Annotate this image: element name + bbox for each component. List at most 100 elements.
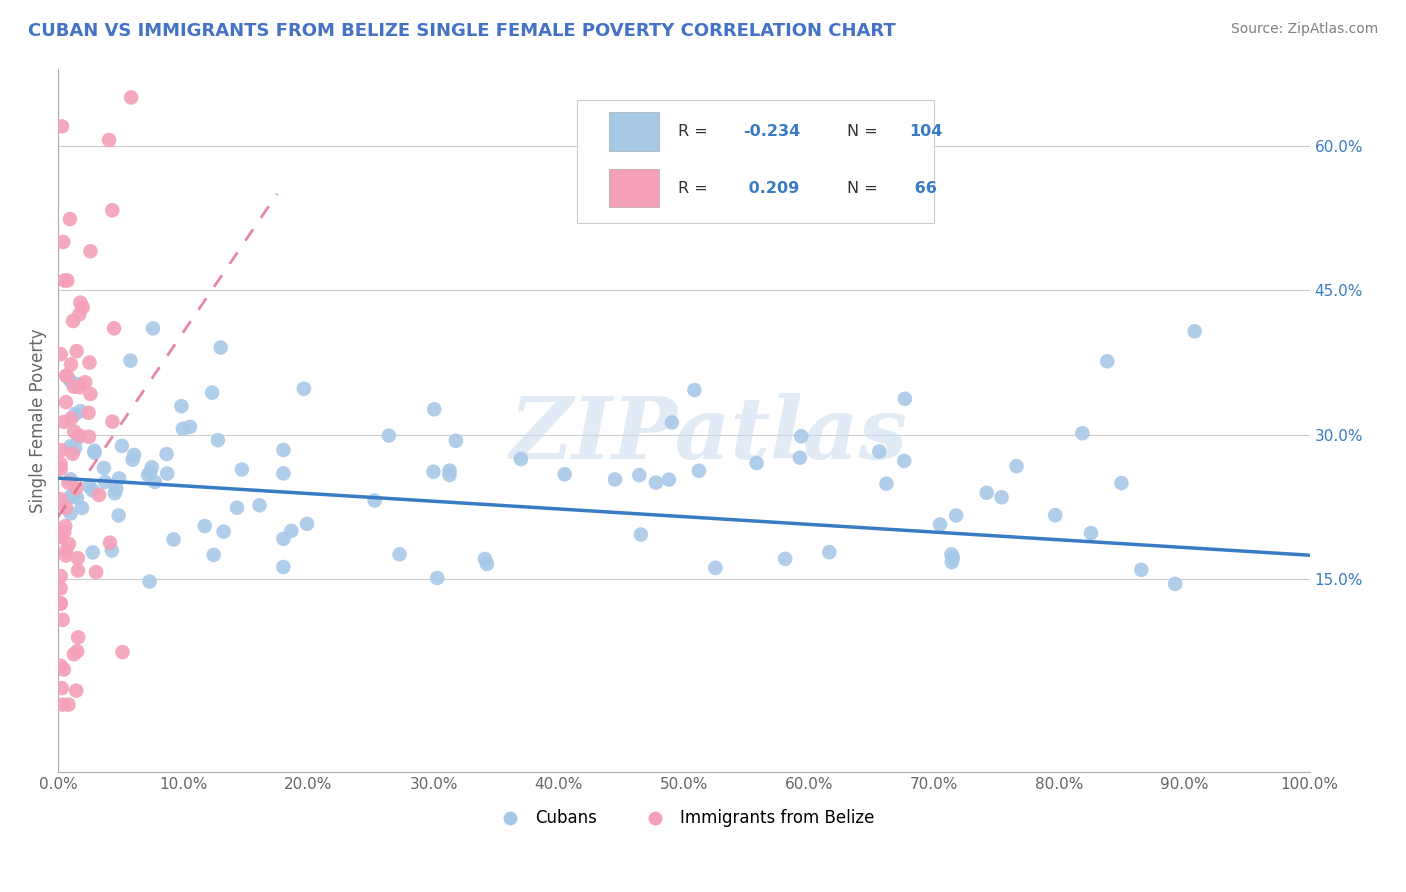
Point xyxy=(60,411,83,425)
Point xyxy=(510,452,533,467)
Point xyxy=(207,433,229,447)
Point xyxy=(104,486,127,500)
Point xyxy=(628,468,651,483)
Point xyxy=(704,561,727,575)
Point xyxy=(65,683,87,698)
Point xyxy=(1045,508,1067,523)
Point xyxy=(138,574,160,589)
Point xyxy=(83,446,105,460)
Point xyxy=(79,387,101,401)
Point xyxy=(53,274,76,288)
Text: N =: N = xyxy=(846,124,883,139)
Point xyxy=(65,481,87,495)
Point xyxy=(49,582,72,596)
Point xyxy=(1164,577,1187,591)
Point xyxy=(67,630,90,644)
Text: Source: ZipAtlas.com: Source: ZipAtlas.com xyxy=(1230,22,1378,37)
Point xyxy=(1184,324,1206,338)
Point xyxy=(388,547,411,561)
Point xyxy=(1071,426,1094,441)
Point xyxy=(894,392,917,406)
Point xyxy=(59,212,82,227)
Point xyxy=(77,430,100,444)
Point xyxy=(818,545,841,559)
Text: -0.234: -0.234 xyxy=(742,124,800,139)
Point xyxy=(69,428,91,442)
Point xyxy=(83,443,105,458)
Point xyxy=(212,524,235,539)
Point xyxy=(231,462,253,476)
Point xyxy=(82,545,104,559)
Point xyxy=(79,244,101,259)
Point xyxy=(63,425,86,439)
Point xyxy=(249,498,271,512)
Point xyxy=(1097,354,1119,368)
Point xyxy=(52,415,75,429)
Point xyxy=(142,321,165,335)
Point xyxy=(49,596,72,610)
Point xyxy=(58,475,80,490)
Point xyxy=(55,549,77,563)
Point xyxy=(98,133,121,147)
Point xyxy=(136,467,159,482)
Point xyxy=(201,385,224,400)
Point xyxy=(69,295,91,310)
Point xyxy=(292,382,315,396)
Point xyxy=(363,493,385,508)
Point xyxy=(773,551,796,566)
Point xyxy=(49,658,72,673)
Point xyxy=(273,532,295,546)
Point xyxy=(58,698,80,712)
Point xyxy=(120,353,142,368)
Point xyxy=(202,548,225,562)
Point xyxy=(745,456,768,470)
Point xyxy=(172,422,194,436)
Point xyxy=(423,402,446,417)
Point xyxy=(63,441,86,455)
Text: 0.209: 0.209 xyxy=(742,180,799,195)
Point xyxy=(55,543,77,558)
Point xyxy=(51,681,73,695)
Point xyxy=(67,430,90,444)
Point xyxy=(121,452,143,467)
Point xyxy=(273,442,295,457)
Point xyxy=(105,482,128,496)
Point xyxy=(108,471,131,485)
Point xyxy=(70,500,93,515)
Bar xyxy=(609,169,659,208)
Point xyxy=(49,492,72,507)
Point xyxy=(59,490,82,504)
Point xyxy=(59,507,82,521)
Point xyxy=(209,341,232,355)
Point xyxy=(55,368,77,383)
Point xyxy=(49,457,72,471)
Point xyxy=(942,551,965,566)
Point xyxy=(69,380,91,394)
Point xyxy=(893,454,915,468)
Point xyxy=(120,90,142,104)
Point xyxy=(554,467,576,482)
Point xyxy=(426,571,449,585)
Point xyxy=(49,530,72,544)
Point xyxy=(141,460,163,475)
Point xyxy=(273,560,295,574)
Point xyxy=(94,475,117,489)
Bar xyxy=(609,112,659,151)
Point xyxy=(941,547,963,561)
Point xyxy=(789,450,811,465)
Point xyxy=(474,552,496,566)
Point xyxy=(49,462,72,476)
Text: R =: R = xyxy=(678,124,713,139)
Point xyxy=(55,395,77,409)
Point xyxy=(976,485,998,500)
Point xyxy=(66,551,89,566)
Point xyxy=(51,443,73,458)
Point xyxy=(75,376,97,390)
Point xyxy=(59,374,82,388)
Point xyxy=(273,467,295,481)
Point xyxy=(475,557,498,571)
Legend: Cubans, Immigrants from Belize: Cubans, Immigrants from Belize xyxy=(486,803,882,834)
Point xyxy=(179,420,201,434)
FancyBboxPatch shape xyxy=(578,100,934,223)
Point xyxy=(103,321,125,335)
